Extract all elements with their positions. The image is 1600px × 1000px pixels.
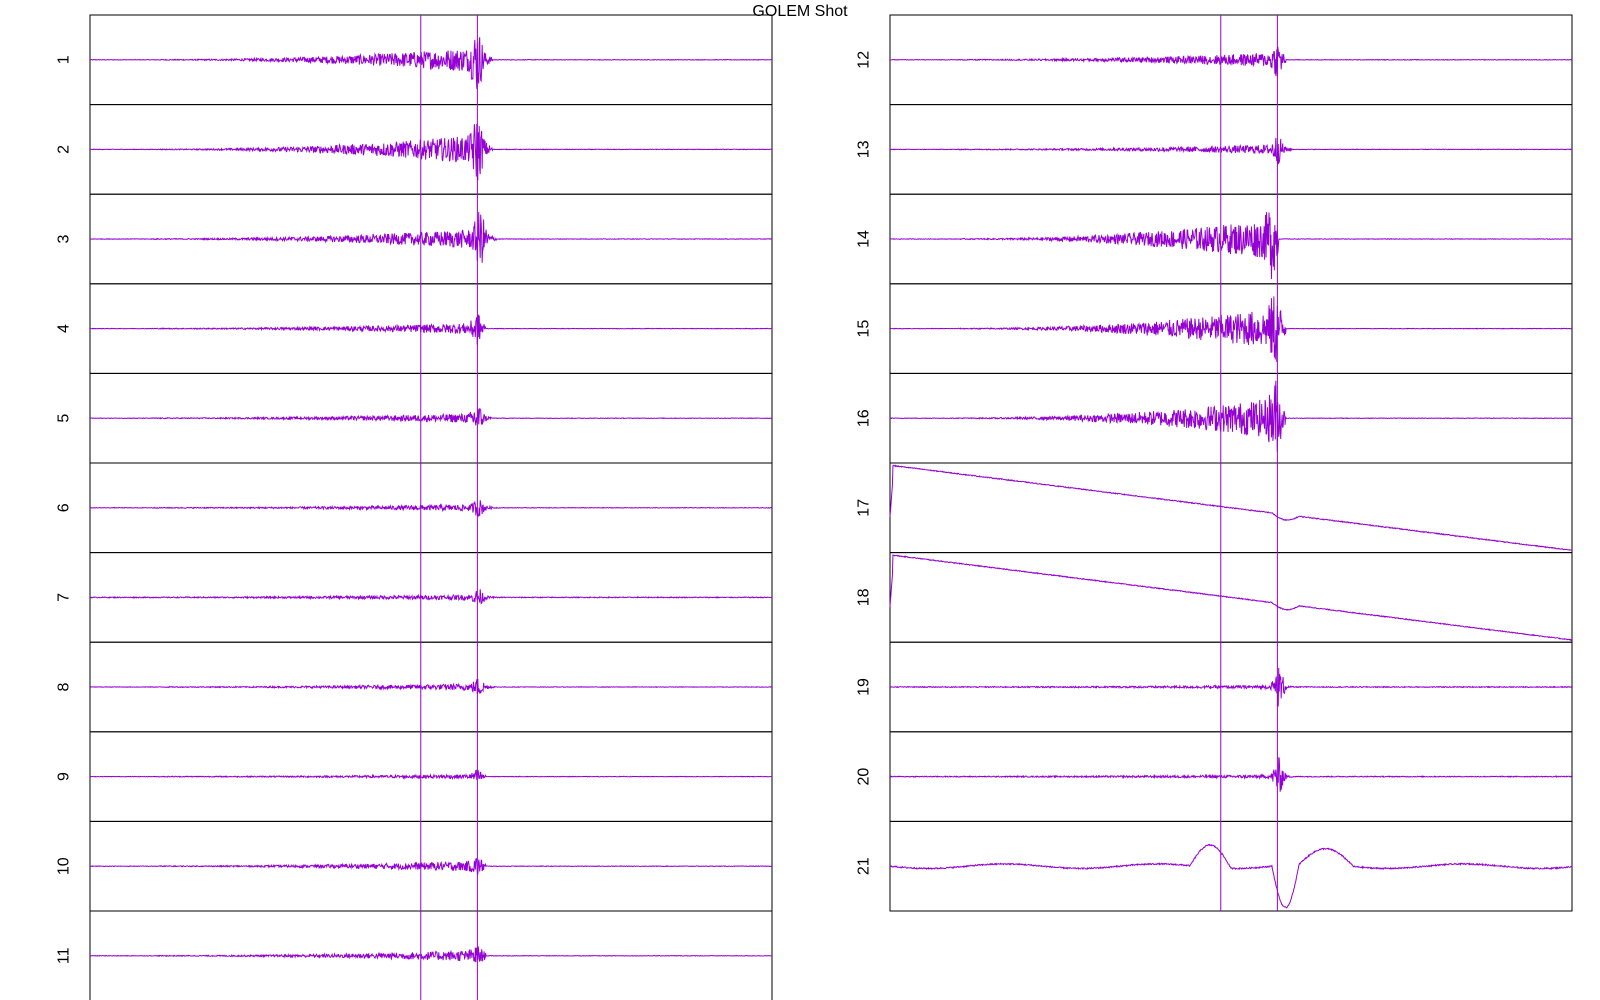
series-label-6: 6	[56, 503, 73, 512]
series-label-7: 7	[56, 593, 73, 602]
series-trace-8	[89, 678, 773, 695]
series-label-18: 18	[856, 588, 873, 606]
series-trace-2	[89, 123, 773, 181]
series-trace-16	[889, 380, 1573, 452]
series-trace-21	[889, 843, 1573, 909]
chart-title: GOLEM Shot	[752, 3, 848, 20]
series-trace-6	[89, 500, 773, 518]
series-label-21: 21	[856, 857, 873, 875]
series-label-2: 2	[56, 145, 73, 154]
series-trace-4	[89, 314, 773, 345]
series-label-11: 11	[56, 947, 73, 964]
series-label-10: 10	[56, 857, 73, 875]
series-trace-5	[89, 408, 773, 426]
series-trace-3	[89, 212, 773, 263]
series-label-15: 15	[856, 320, 873, 338]
series-trace-7	[89, 589, 773, 605]
series-label-12: 12	[856, 51, 873, 69]
series-trace-20	[889, 757, 1573, 792]
series-trace-15	[889, 296, 1573, 362]
series-label-4: 4	[56, 324, 73, 333]
series-trace-17	[889, 464, 1573, 551]
series-label-16: 16	[856, 409, 873, 427]
series-label-5: 5	[56, 414, 73, 423]
series-trace-18	[889, 554, 1573, 642]
series-trace-1	[89, 37, 772, 89]
series-label-9: 9	[56, 772, 73, 781]
series-trace-14	[889, 212, 1573, 280]
series-trace-13	[889, 137, 1573, 165]
series-label-19: 19	[856, 678, 873, 696]
series-label-14: 14	[856, 230, 873, 248]
series-label-20: 20	[856, 768, 873, 786]
series-trace-10	[89, 857, 773, 875]
panel-frame-21	[889, 820, 1573, 912]
series-label-17: 17	[856, 499, 873, 517]
series-trace-11	[89, 946, 773, 963]
series-trace-12	[889, 46, 1573, 77]
series-trace-19	[889, 667, 1573, 707]
series-label-8: 8	[56, 682, 73, 691]
series-label-13: 13	[856, 140, 873, 158]
series-label-1: 1	[56, 55, 73, 64]
series-trace-9	[89, 769, 773, 780]
series-label-3: 3	[56, 234, 73, 243]
